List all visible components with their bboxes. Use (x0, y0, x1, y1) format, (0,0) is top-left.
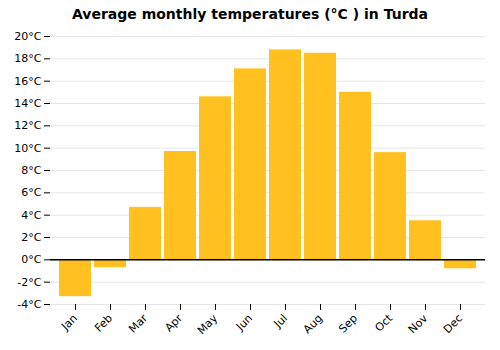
svg-text:Jun: Jun (233, 312, 255, 334)
svg-text:18°C: 18°C (14, 52, 41, 65)
svg-text:20°C: 20°C (14, 30, 41, 43)
svg-text:4°C: 4°C (21, 209, 41, 222)
svg-text:Dec: Dec (441, 312, 465, 336)
svg-text:-4°C: -4°C (17, 298, 41, 311)
svg-text:12°C: 12°C (14, 119, 41, 132)
svg-text:May: May (195, 311, 221, 337)
html-text:Average monthly temperatures (: Average monthly temperatures (°C ) in Tu… (72, 6, 428, 22)
svg-text:Oct: Oct (372, 311, 395, 334)
svg-text:Apr: Apr (162, 311, 185, 334)
svg-text:0°C: 0°C (21, 253, 41, 266)
svg-text:10°C: 10°C (14, 142, 41, 155)
svg-text:2°C: 2°C (21, 231, 41, 244)
svg-text:8°C: 8°C (21, 164, 41, 177)
svg-text:Nov: Nov (406, 311, 431, 336)
svg-text:6°C: 6°C (21, 186, 41, 199)
svg-text:-2°C: -2°C (17, 276, 41, 289)
svg-text:Jul: Jul (271, 312, 290, 331)
svg-text:Jan: Jan (58, 312, 80, 334)
svg-text:Mar: Mar (126, 311, 150, 335)
svg-text:Aug: Aug (301, 312, 325, 336)
svg-text:16°C: 16°C (14, 75, 41, 88)
svg-text:Feb: Feb (92, 312, 115, 335)
svg-text:Sep: Sep (336, 312, 360, 336)
svg-text:14°C: 14°C (14, 97, 41, 110)
